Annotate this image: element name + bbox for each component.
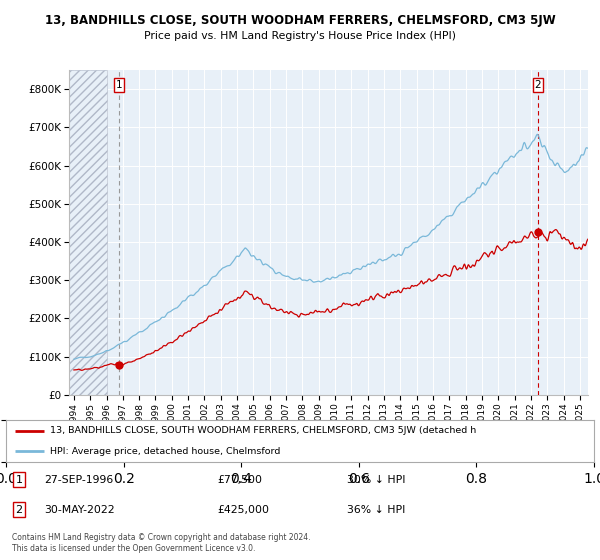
Text: 13, BANDHILLS CLOSE, SOUTH WOODHAM FERRERS, CHELMSFORD, CM3 5JW (detached h: 13, BANDHILLS CLOSE, SOUTH WOODHAM FERRE… bbox=[50, 426, 476, 436]
Text: 27-SEP-1996: 27-SEP-1996 bbox=[44, 475, 113, 484]
Text: 13, BANDHILLS CLOSE, SOUTH WOODHAM FERRERS, CHELMSFORD, CM3 5JW: 13, BANDHILLS CLOSE, SOUTH WOODHAM FERRE… bbox=[44, 14, 556, 27]
Text: 30-MAY-2022: 30-MAY-2022 bbox=[44, 505, 115, 515]
Text: 1: 1 bbox=[115, 80, 122, 90]
Text: 2: 2 bbox=[535, 80, 541, 90]
Text: 36% ↓ HPI: 36% ↓ HPI bbox=[347, 505, 406, 515]
Text: Price paid vs. HM Land Registry's House Price Index (HPI): Price paid vs. HM Land Registry's House … bbox=[144, 31, 456, 41]
Text: 1: 1 bbox=[16, 475, 22, 484]
Text: £425,000: £425,000 bbox=[218, 505, 269, 515]
Text: 30% ↓ HPI: 30% ↓ HPI bbox=[347, 475, 406, 484]
Text: 2: 2 bbox=[16, 505, 22, 515]
Text: Contains HM Land Registry data © Crown copyright and database right 2024.
This d: Contains HM Land Registry data © Crown c… bbox=[12, 533, 311, 553]
Text: £77,500: £77,500 bbox=[218, 475, 263, 484]
Text: HPI: Average price, detached house, Chelmsford: HPI: Average price, detached house, Chel… bbox=[50, 446, 280, 456]
